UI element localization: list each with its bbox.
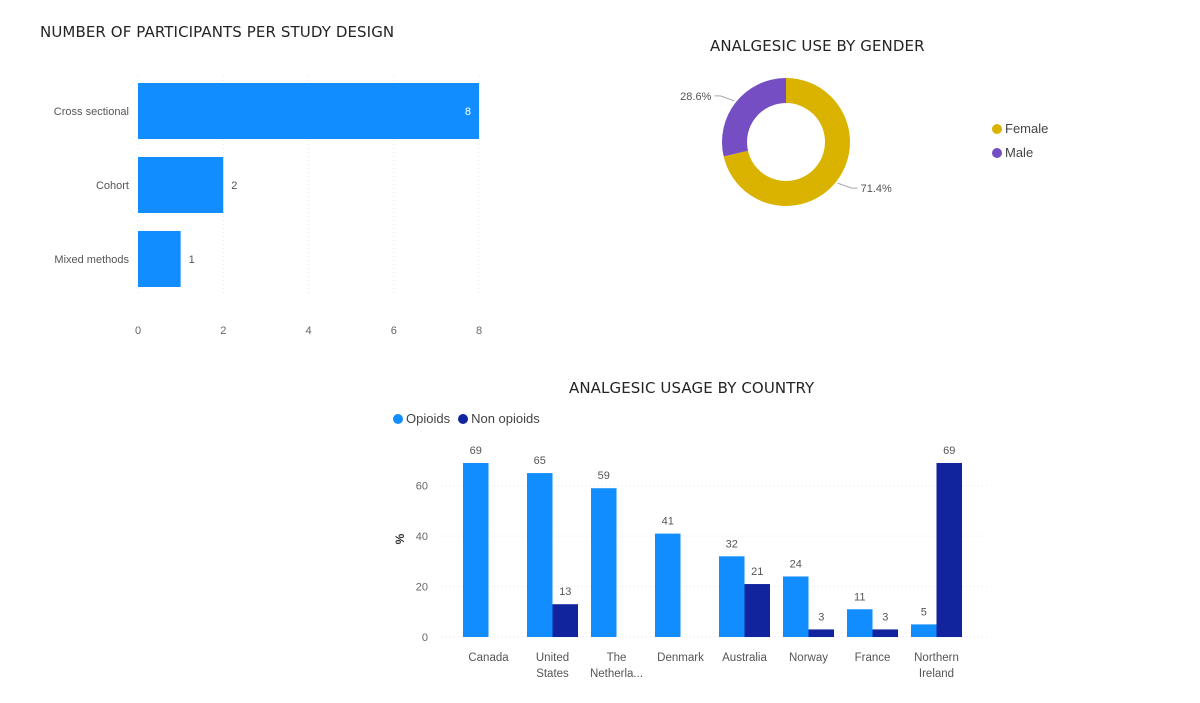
x-category-label: Denmark [657,652,704,664]
column-opioids[interactable] [783,576,809,637]
column-data-label: 69 [943,445,955,457]
y-category-label: Cohort [96,180,129,192]
gender-donut-chart: 71.4% 28.6% [680,78,892,206]
column-opioids[interactable] [911,624,937,637]
legend-label-female: Female [1005,121,1049,136]
gender-legend: Female Male [992,121,1048,160]
y-tick-label: 20 [416,582,428,594]
country-chart-title: ANALGESIC USAGE BY COUNTRY [569,379,815,397]
slice-leader-line [837,182,858,189]
slice-male[interactable] [722,78,786,157]
x-category-label: Netherla... [590,668,643,680]
column-non-opioids[interactable] [872,629,899,637]
x-category-label: States [536,668,569,680]
column-opioids[interactable] [719,556,745,637]
male-swatch-icon [992,147,1002,158]
y-category-label: Cross sectional [54,106,129,118]
bar-mixed-methods[interactable] [138,231,181,287]
column-data-label: 3 [882,611,888,623]
x-tick-label: 8 [476,325,482,337]
slice-data-label: 71.4% [861,183,892,195]
x-tick-label: 0 [135,325,141,337]
legend-label-opioids: Opioids [406,411,451,426]
column-data-label: 13 [559,586,571,598]
legend-label-male: Male [1005,145,1034,160]
bar-data-label: 2 [231,180,237,192]
column-data-label: 21 [751,566,763,578]
slice-female[interactable] [723,78,850,206]
x-category-label: Ireland [919,668,954,680]
gender-chart-title: ANALGESIC USE BY GENDER [710,37,925,55]
column-data-label: 11 [854,591,865,603]
x-category-label: Northern [914,652,959,664]
column-data-label: 32 [726,538,738,550]
x-category-label: United [536,652,569,664]
x-tick-label: 2 [220,325,226,337]
legend-label-non-opioids: Non opioids [471,411,540,426]
y-tick-label: 40 [416,531,428,543]
legend-item-opioids[interactable]: Opioids [393,411,450,426]
column-data-label: 41 [662,516,674,528]
legend-item-female[interactable]: Female [992,121,1048,136]
column-opioids[interactable] [463,463,489,637]
opioids-swatch-icon [393,413,403,424]
slice-data-label: 28.6% [680,91,711,103]
column-non-opioids[interactable] [744,584,771,637]
x-tick-label: 4 [305,325,311,337]
y-category-label: Mixed methods [54,254,129,266]
study-design-chart-title: NUMBER OF PARTICIPANTS PER STUDY DESIGN [40,23,395,41]
y-axis-title: % [393,533,407,544]
y-tick-label: 60 [416,481,428,493]
x-category-label: The [607,652,627,664]
x-category-label: Australia [722,652,767,664]
column-non-opioids[interactable] [552,604,579,637]
column-data-label: 24 [790,558,802,570]
column-data-label: 3 [818,611,824,623]
legend-item-male[interactable]: Male [992,145,1048,160]
column-non-opioids[interactable] [936,463,963,637]
x-category-label: Canada [468,652,509,664]
bar-cross-sectional[interactable] [138,83,479,139]
column-opioids[interactable] [527,473,553,637]
x-category-label: Norway [789,652,828,664]
column-data-label: 65 [534,455,546,467]
non-opioids-swatch-icon [458,413,469,424]
x-category-label: France [855,652,891,664]
column-opioids[interactable] [847,609,873,637]
column-data-label: 69 [470,445,482,457]
bar-data-label: 1 [189,254,195,266]
column-opioids[interactable] [591,488,617,637]
country-legend: Opioids Non opioids [393,411,540,426]
female-swatch-icon [992,123,1002,134]
column-data-label: 5 [921,606,927,618]
slice-leader-line [714,95,735,102]
study-design-bar-chart: 0 2 4 6 8 Cross sectional 8 Cohort 2 Mixed method… [54,76,482,337]
x-tick-label: 6 [391,325,397,337]
column-opioids[interactable] [655,533,681,637]
column-data-label: 59 [598,470,610,482]
bar-data-label: 8 [465,106,471,118]
column-non-opioids[interactable] [808,629,835,637]
legend-item-non-opioids[interactable]: Non opioids [458,411,540,426]
y-tick-label: 0 [422,632,428,644]
bar-cohort[interactable] [138,157,224,213]
